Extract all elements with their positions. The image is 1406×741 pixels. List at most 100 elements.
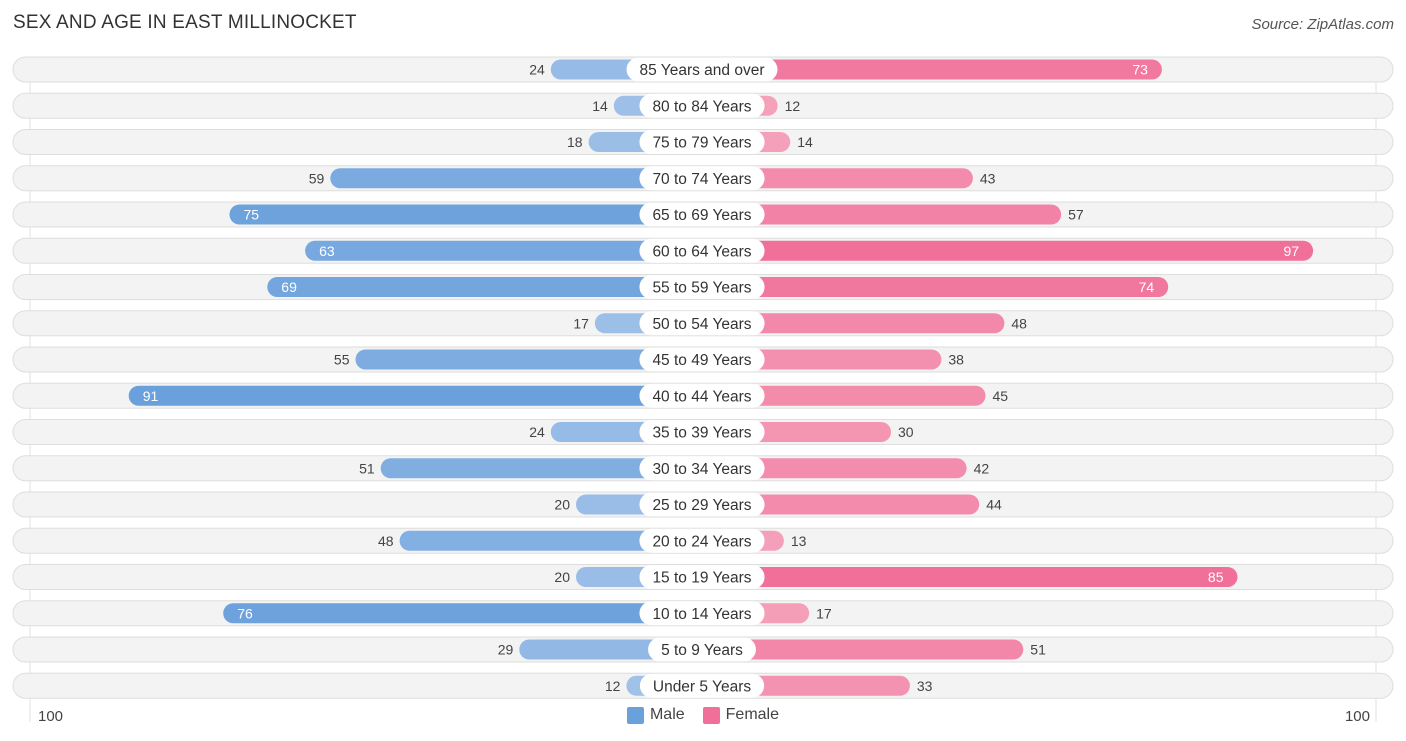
value-label-male: 76 (237, 605, 253, 621)
bar-male (305, 240, 702, 261)
category-label: 85 Years and over (640, 62, 765, 79)
value-label-female: 45 (993, 388, 1009, 404)
value-label-female: 30 (898, 424, 914, 440)
bar-female (702, 204, 1062, 225)
legend-item-male[interactable]: Male (626, 706, 685, 724)
bar-male (229, 204, 702, 225)
category-label-pill (639, 238, 765, 263)
category-label: 10 to 14 Years (652, 606, 751, 623)
value-label-female: 73 (1132, 62, 1148, 78)
value-label-female: 33 (917, 678, 933, 694)
value-label-male: 24 (529, 424, 545, 440)
category-label: 80 to 84 Years (652, 98, 751, 115)
category-label: 65 to 69 Years (652, 207, 751, 224)
value-label-male: 17 (573, 315, 589, 331)
axis-label-right: 100 (1344, 708, 1370, 725)
category-label-pill (639, 528, 765, 553)
category-label-pill (639, 130, 765, 154)
category-label-pill (626, 57, 778, 82)
value-label-male: 91 (143, 388, 159, 404)
category-label-pill (639, 347, 765, 372)
value-label-male: 69 (281, 279, 297, 295)
category-label-pill (639, 456, 765, 481)
bar-female (702, 385, 986, 406)
value-label-female: 85 (1208, 569, 1224, 585)
category-label-pill (639, 383, 765, 408)
value-label-male: 12 (605, 678, 621, 694)
value-label-female: 44 (986, 497, 1002, 513)
bar-female (702, 567, 1238, 587)
value-label-female: 17 (816, 605, 832, 621)
bar-male (128, 385, 702, 406)
bar-male (399, 530, 702, 551)
value-label-male: 29 (498, 642, 514, 658)
value-label-male: 24 (529, 62, 545, 78)
bar-female (702, 639, 1024, 660)
legend: Male Female (0, 706, 1406, 724)
category-label: 20 to 24 Years (652, 533, 751, 550)
bar-female (702, 494, 980, 515)
value-label-female: 57 (1068, 207, 1084, 223)
bar-female (702, 59, 1162, 80)
category-label: 50 to 54 Years (652, 316, 751, 333)
bar-female (702, 313, 1005, 334)
category-label: 70 to 74 Years (652, 171, 751, 188)
legend-swatch-female (702, 706, 720, 724)
bar-male (355, 349, 702, 370)
value-label-male: 51 (359, 460, 375, 476)
bar-female (702, 240, 1314, 261)
category-label: 5 to 9 Years (661, 642, 743, 659)
category-label-pill (639, 311, 765, 336)
value-label-female: 97 (1284, 243, 1300, 259)
category-label-pill (648, 637, 756, 662)
value-label-male: 18 (567, 134, 583, 150)
value-label-female: 12 (785, 98, 801, 114)
category-label: 30 to 34 Years (652, 461, 751, 478)
value-label-female: 42 (974, 460, 990, 476)
category-label: 55 to 59 Years (652, 280, 751, 297)
value-label-male: 20 (554, 497, 570, 513)
category-label-pill (639, 565, 765, 589)
legend-label-female: Female (725, 706, 780, 723)
category-label-pill (639, 601, 765, 626)
value-label-male: 75 (244, 207, 260, 223)
category-label: 45 to 49 Years (652, 352, 751, 369)
category-label: 15 to 19 Years (652, 570, 751, 587)
category-label-pill (639, 202, 765, 227)
value-label-male: 59 (309, 170, 325, 186)
value-label-female: 38 (948, 352, 964, 368)
value-label-female: 14 (797, 134, 813, 150)
bar-female (702, 277, 1169, 297)
bar-male (267, 277, 702, 297)
value-label-male: 20 (554, 569, 570, 585)
category-label: 60 to 64 Years (652, 243, 751, 260)
category-label: Under 5 Years (653, 678, 751, 695)
value-label-male: 55 (334, 352, 350, 368)
value-label-female: 13 (791, 533, 807, 549)
category-label: 25 to 29 Years (652, 497, 751, 514)
category-label: 35 to 39 Years (652, 425, 751, 442)
chart-title: SEX AND AGE IN EAST MILLINOCKET (13, 12, 357, 33)
category-label: 40 to 44 Years (652, 388, 751, 405)
value-label-male: 63 (319, 243, 335, 259)
category-label-pill (639, 93, 765, 118)
bar-female (702, 168, 973, 189)
legend-label-male: Male (649, 706, 685, 723)
value-label-female: 51 (1030, 642, 1046, 658)
legend-swatch-male (626, 706, 644, 724)
legend-item-female[interactable]: Female (702, 706, 780, 724)
category-label-pill (639, 673, 765, 698)
category-label-pill (639, 166, 765, 191)
category-label-pill (639, 275, 765, 299)
bar-female (702, 458, 967, 479)
value-label-female: 48 (1011, 315, 1027, 331)
bar-male (223, 603, 702, 624)
category-label-pill (639, 492, 765, 517)
source-label: Source: ZipAtlas.com (1251, 16, 1394, 33)
bar-male (330, 168, 702, 189)
axis-label-left: 100 (38, 708, 64, 725)
category-label-pill (639, 420, 765, 444)
category-label: 75 to 79 Years (652, 135, 751, 152)
value-label-female: 43 (980, 170, 996, 186)
